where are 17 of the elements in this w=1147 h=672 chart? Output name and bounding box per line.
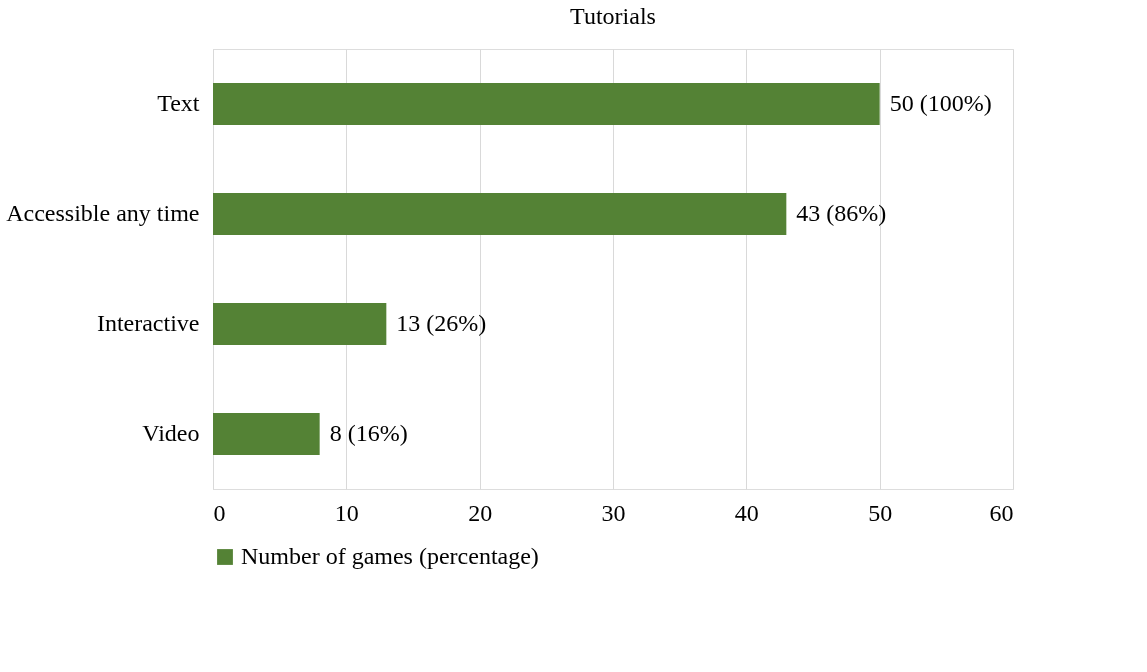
y-tick-label: Text <box>157 90 200 116</box>
x-tick-label: 20 <box>468 499 493 526</box>
data-label: 13 (26%) <box>396 310 487 336</box>
x-tick-label: 30 <box>601 499 626 526</box>
data-label: 8 (16%) <box>329 420 408 446</box>
x-tick-label: 40 <box>734 499 759 526</box>
data-label: 50 (100%) <box>889 90 992 116</box>
y-tick-label: Video <box>142 420 200 446</box>
y-tick-label: Interactive <box>96 310 200 336</box>
x-tick-label: 10 <box>334 499 359 526</box>
legend-label: Number of games (percentage) <box>241 543 539 569</box>
data-label: 43 (86%) <box>796 200 887 226</box>
y-tick-label: Accessible any time <box>6 200 200 226</box>
x-tick-label: 60 <box>989 499 1014 526</box>
x-tick-label: 0 <box>213 499 226 526</box>
chart-title: Tutorials <box>570 3 656 29</box>
x-tick-label: 50 <box>868 499 893 526</box>
